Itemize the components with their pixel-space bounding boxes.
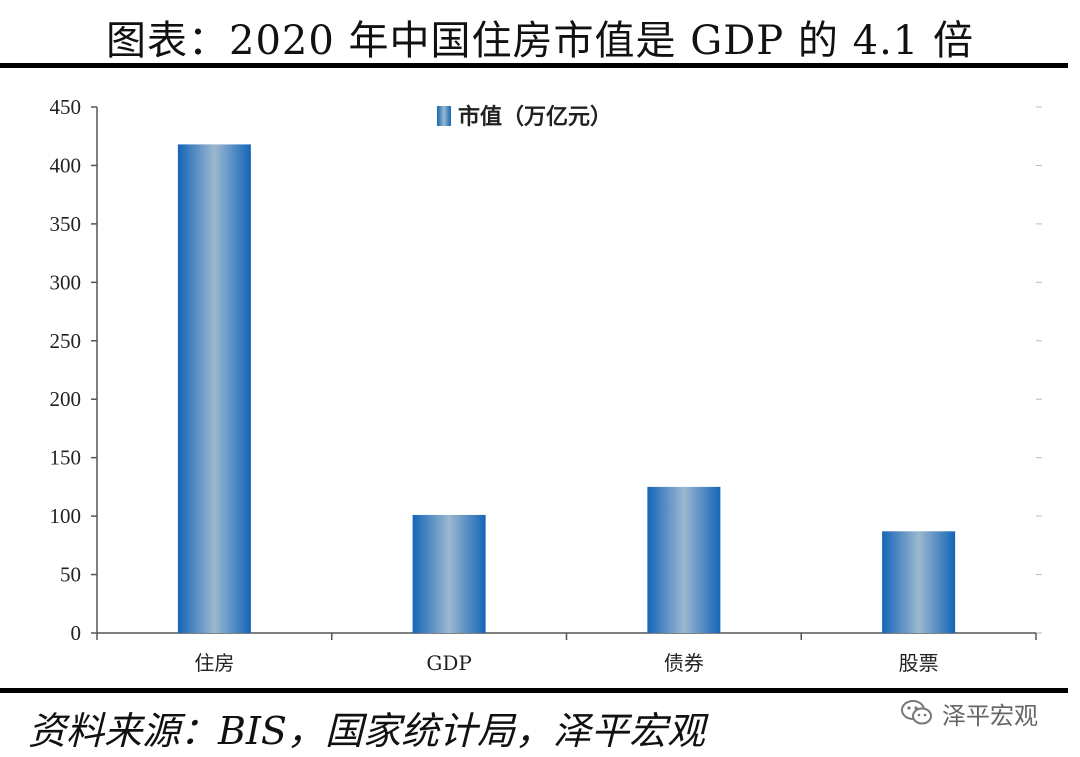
labels-group: 0 50 100 150 200 250 300 350 400 450 住房 GDP 债券 股票 bbox=[50, 95, 939, 675]
y-tick-label: 200 bbox=[50, 387, 82, 411]
bars-group bbox=[177, 144, 956, 633]
x-category-label: 股票 bbox=[899, 651, 939, 675]
bar-1 bbox=[412, 514, 486, 633]
legend-label: 市值（万亿元） bbox=[458, 104, 612, 130]
top-rule bbox=[0, 63, 1068, 68]
bar-3 bbox=[882, 531, 956, 633]
bottom-rule bbox=[0, 688, 1068, 693]
y-tick-label: 100 bbox=[50, 504, 82, 528]
legend: 市值（万亿元） bbox=[437, 104, 612, 130]
y-tick-label: 450 bbox=[50, 95, 82, 119]
wechat-icon bbox=[901, 700, 932, 725]
y-tick-label: 300 bbox=[50, 270, 82, 294]
bar-2 bbox=[647, 486, 721, 633]
chart-area: 0 50 100 150 200 250 300 350 400 450 住房 GDP 债券 股票 市值（… bbox=[0, 70, 1068, 686]
y-tick-label: 0 bbox=[71, 621, 82, 645]
x-category-label: GDP bbox=[426, 651, 471, 675]
y-tick-label: 250 bbox=[50, 329, 82, 353]
axes-group bbox=[91, 106, 1042, 640]
x-category-label: 债券 bbox=[664, 651, 704, 675]
y-tick-label: 350 bbox=[50, 212, 82, 236]
y-tick-label: 400 bbox=[50, 153, 82, 177]
x-category-label: 住房 bbox=[194, 651, 234, 675]
bar-0 bbox=[177, 144, 251, 633]
y-tick-label: 150 bbox=[50, 446, 82, 470]
watermark-text: 泽平宏观 bbox=[942, 701, 1038, 730]
source-note: 资料来源：BIS，国家统计局，泽平宏观 bbox=[28, 709, 705, 753]
watermark: 泽平宏观 bbox=[900, 693, 1038, 733]
bar-chart: 0 50 100 150 200 250 300 350 400 450 住房 GDP 债券 股票 市值（… bbox=[50, 95, 1042, 675]
y-tick-label: 50 bbox=[60, 563, 81, 587]
chart-title: 图表：2020 年中国住房市值是 GDP 的 4.1 倍 bbox=[106, 18, 974, 64]
legend-swatch bbox=[437, 106, 451, 126]
